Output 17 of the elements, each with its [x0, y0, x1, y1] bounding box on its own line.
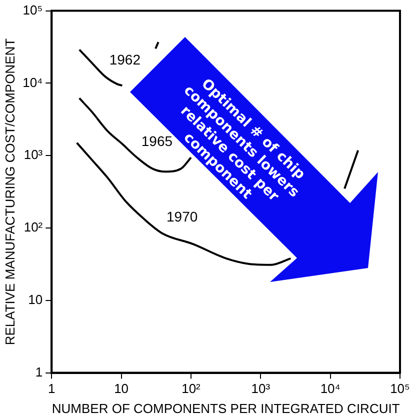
y-tick-label: 10⁴	[22, 74, 43, 90]
y-tick-label: 10³	[24, 147, 44, 162]
series-label: 1970	[166, 208, 198, 224]
y-tick-label: 10⁵	[22, 2, 43, 18]
x-tick-label: 1	[48, 381, 56, 396]
y-tick-label: 10²	[24, 220, 44, 235]
x-tick-label: 10²	[182, 381, 202, 396]
x-tick-label: 10	[114, 381, 129, 396]
x-tick-label: 10⁵	[390, 381, 410, 396]
series-label: 1962	[109, 52, 141, 68]
y-tick-label: 1	[35, 364, 43, 380]
x-axis-title: NUMBER OF COMPONENTS PER INTEGRATED CIRCUIT	[52, 400, 400, 416]
x-tick-label: 10³	[251, 381, 271, 396]
y-tick-label: 10	[28, 292, 43, 307]
y-axis-title: RELATIVE MANUFACTURING COST/COMPONENT	[2, 38, 18, 346]
x-tick-label: 10⁴	[320, 381, 340, 396]
series-label: 1965	[141, 132, 173, 149]
